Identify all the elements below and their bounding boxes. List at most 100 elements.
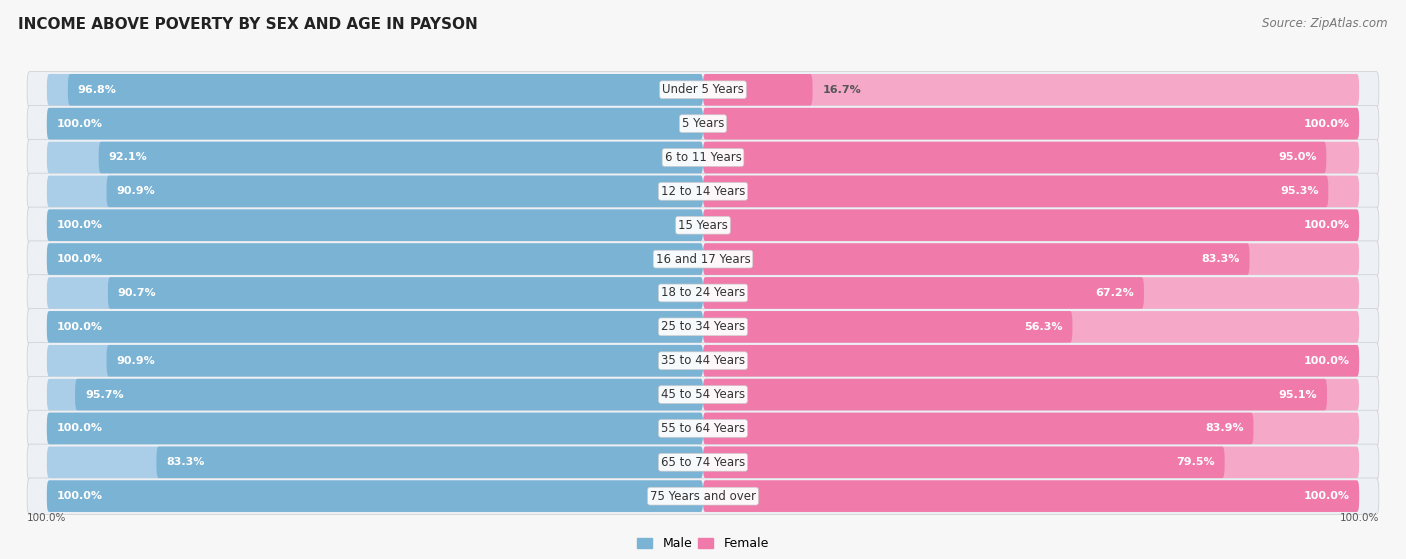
Text: 15 Years: 15 Years <box>678 219 728 232</box>
Text: 35 to 44 Years: 35 to 44 Years <box>661 354 745 367</box>
Text: 56.3%: 56.3% <box>1024 322 1063 332</box>
Text: 5 Years: 5 Years <box>682 117 724 130</box>
FancyBboxPatch shape <box>703 379 1327 410</box>
Text: 96.8%: 96.8% <box>77 85 117 95</box>
FancyBboxPatch shape <box>46 108 703 139</box>
FancyBboxPatch shape <box>703 108 1360 139</box>
FancyBboxPatch shape <box>703 480 1360 512</box>
FancyBboxPatch shape <box>46 74 703 106</box>
FancyBboxPatch shape <box>46 243 703 275</box>
FancyBboxPatch shape <box>27 478 1379 514</box>
Text: 90.9%: 90.9% <box>117 356 155 366</box>
FancyBboxPatch shape <box>27 343 1379 379</box>
Text: 90.7%: 90.7% <box>118 288 156 298</box>
Text: 100.0%: 100.0% <box>56 254 103 264</box>
Text: Source: ZipAtlas.com: Source: ZipAtlas.com <box>1263 17 1388 30</box>
Text: 95.3%: 95.3% <box>1279 186 1319 196</box>
Text: 6 to 11 Years: 6 to 11 Years <box>665 151 741 164</box>
Text: 83.9%: 83.9% <box>1205 423 1244 433</box>
FancyBboxPatch shape <box>703 243 1250 275</box>
Text: 16.7%: 16.7% <box>823 85 860 95</box>
FancyBboxPatch shape <box>703 277 1360 309</box>
Text: 12 to 14 Years: 12 to 14 Years <box>661 185 745 198</box>
FancyBboxPatch shape <box>107 176 703 207</box>
Text: 55 to 64 Years: 55 to 64 Years <box>661 422 745 435</box>
FancyBboxPatch shape <box>46 142 703 173</box>
FancyBboxPatch shape <box>27 309 1379 345</box>
Text: 95.7%: 95.7% <box>84 390 124 400</box>
FancyBboxPatch shape <box>46 379 703 410</box>
FancyBboxPatch shape <box>46 210 703 241</box>
FancyBboxPatch shape <box>46 480 703 512</box>
Text: 83.3%: 83.3% <box>166 457 205 467</box>
Text: 100.0%: 100.0% <box>56 491 103 501</box>
Text: 100.0%: 100.0% <box>27 513 66 523</box>
Text: 100.0%: 100.0% <box>1340 513 1379 523</box>
FancyBboxPatch shape <box>75 379 703 410</box>
Text: 79.5%: 79.5% <box>1177 457 1215 467</box>
FancyBboxPatch shape <box>703 277 1144 309</box>
FancyBboxPatch shape <box>27 207 1379 243</box>
FancyBboxPatch shape <box>27 241 1379 277</box>
FancyBboxPatch shape <box>703 345 1360 376</box>
FancyBboxPatch shape <box>46 345 703 376</box>
Text: INCOME ABOVE POVERTY BY SEX AND AGE IN PAYSON: INCOME ABOVE POVERTY BY SEX AND AGE IN P… <box>18 17 478 32</box>
Text: 100.0%: 100.0% <box>56 423 103 433</box>
FancyBboxPatch shape <box>107 345 703 376</box>
FancyBboxPatch shape <box>27 139 1379 176</box>
Text: 95.1%: 95.1% <box>1278 390 1317 400</box>
FancyBboxPatch shape <box>703 480 1360 512</box>
Text: 90.9%: 90.9% <box>117 186 155 196</box>
FancyBboxPatch shape <box>108 277 703 309</box>
Text: 100.0%: 100.0% <box>1303 491 1350 501</box>
FancyBboxPatch shape <box>27 106 1379 142</box>
FancyBboxPatch shape <box>46 277 703 309</box>
FancyBboxPatch shape <box>703 447 1225 478</box>
FancyBboxPatch shape <box>46 210 703 241</box>
Text: 100.0%: 100.0% <box>1303 220 1350 230</box>
FancyBboxPatch shape <box>703 142 1360 173</box>
FancyBboxPatch shape <box>703 108 1360 139</box>
FancyBboxPatch shape <box>703 311 1073 343</box>
FancyBboxPatch shape <box>27 376 1379 413</box>
FancyBboxPatch shape <box>703 176 1360 207</box>
Text: 65 to 74 Years: 65 to 74 Years <box>661 456 745 469</box>
FancyBboxPatch shape <box>27 410 1379 447</box>
FancyBboxPatch shape <box>46 413 703 444</box>
FancyBboxPatch shape <box>46 311 703 343</box>
FancyBboxPatch shape <box>46 480 703 512</box>
Text: 100.0%: 100.0% <box>1303 119 1350 129</box>
Text: 18 to 24 Years: 18 to 24 Years <box>661 286 745 300</box>
FancyBboxPatch shape <box>27 275 1379 311</box>
Text: 25 to 34 Years: 25 to 34 Years <box>661 320 745 333</box>
FancyBboxPatch shape <box>156 447 703 478</box>
Text: 100.0%: 100.0% <box>56 220 103 230</box>
FancyBboxPatch shape <box>703 379 1360 410</box>
FancyBboxPatch shape <box>703 413 1254 444</box>
Legend: Male, Female: Male, Female <box>633 532 773 556</box>
FancyBboxPatch shape <box>46 176 703 207</box>
FancyBboxPatch shape <box>703 311 1360 343</box>
Text: 75 Years and over: 75 Years and over <box>650 490 756 503</box>
Text: 92.1%: 92.1% <box>108 153 148 163</box>
FancyBboxPatch shape <box>46 108 703 139</box>
FancyBboxPatch shape <box>703 447 1360 478</box>
FancyBboxPatch shape <box>98 142 703 173</box>
FancyBboxPatch shape <box>703 74 813 106</box>
FancyBboxPatch shape <box>703 210 1360 241</box>
FancyBboxPatch shape <box>703 243 1360 275</box>
FancyBboxPatch shape <box>46 311 703 343</box>
Text: 16 and 17 Years: 16 and 17 Years <box>655 253 751 266</box>
FancyBboxPatch shape <box>703 413 1360 444</box>
FancyBboxPatch shape <box>46 413 703 444</box>
FancyBboxPatch shape <box>46 243 703 275</box>
Text: 100.0%: 100.0% <box>56 322 103 332</box>
FancyBboxPatch shape <box>67 74 703 106</box>
Text: 45 to 54 Years: 45 to 54 Years <box>661 388 745 401</box>
Text: 67.2%: 67.2% <box>1095 288 1135 298</box>
FancyBboxPatch shape <box>703 74 1360 106</box>
FancyBboxPatch shape <box>703 345 1360 376</box>
Text: 95.0%: 95.0% <box>1278 153 1316 163</box>
FancyBboxPatch shape <box>703 142 1326 173</box>
Text: 83.3%: 83.3% <box>1201 254 1240 264</box>
